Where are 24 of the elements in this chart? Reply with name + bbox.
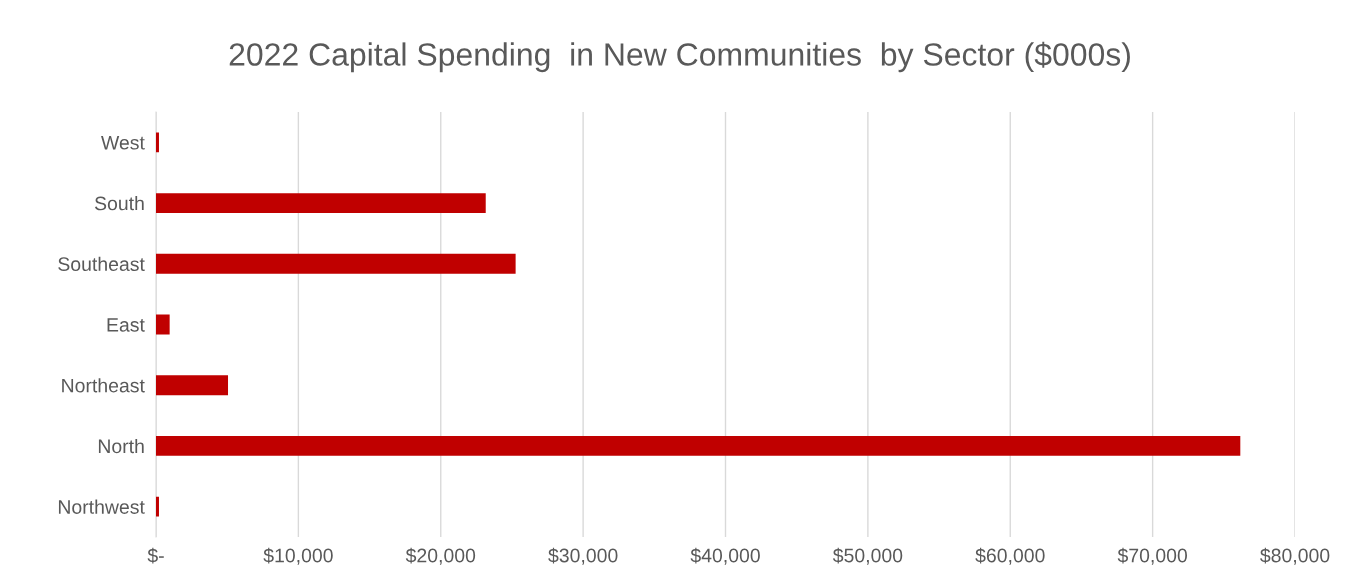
x-tick-label: $40,000 (690, 547, 760, 565)
y-tick-label: West (101, 136, 145, 150)
x-tick-label: $- (147, 547, 164, 564)
x-tick-label: $60,000 (975, 547, 1045, 565)
y-tick-label: North (98, 438, 144, 454)
bar (156, 375, 229, 396)
bar (156, 253, 516, 274)
bar (156, 132, 159, 153)
bar (156, 496, 159, 517)
x-tick-label: $50,000 (832, 547, 903, 565)
x-tick-label: $20,000 (405, 547, 476, 565)
y-tick-label: East (107, 318, 145, 332)
y-tick-label: South (94, 196, 144, 211)
y-tick-label: Northeast (62, 378, 145, 393)
bar (156, 193, 486, 214)
x-tick-label: $80,000 (1260, 547, 1330, 565)
bar (156, 314, 170, 335)
x-tick-label: $10,000 (263, 547, 333, 565)
chart-title: 2022 Capital Spending in New Communities by Sector ($000s) (229, 41, 1130, 73)
x-tick-label: $70,000 (1117, 547, 1188, 565)
y-tick-label: Northwest (58, 499, 145, 514)
bar (156, 435, 1241, 456)
y-tick-label: Southeast (58, 256, 145, 272)
x-tick-label: $30,000 (548, 547, 618, 565)
